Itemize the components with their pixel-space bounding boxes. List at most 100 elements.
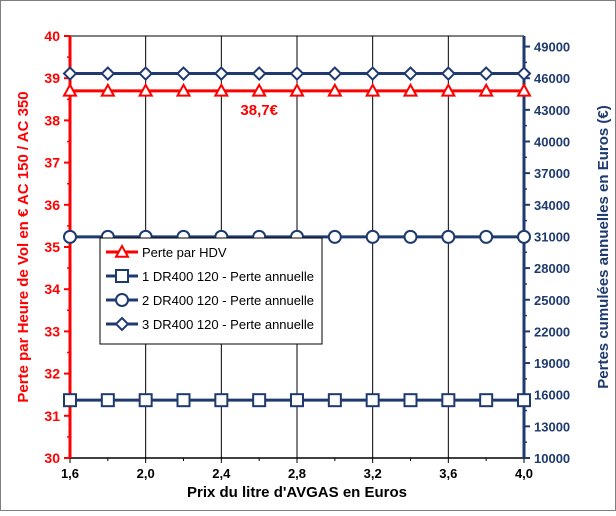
x-tick-label: 2,8 (288, 466, 306, 481)
left-y-tick-label: 30 (44, 450, 60, 466)
series-4 (62, 66, 532, 81)
series-1-point-9 (402, 82, 419, 97)
legend-entry-1: Perte par HDV (106, 243, 227, 260)
right-y-tick-label: 31000 (534, 229, 570, 244)
legend-label: 2 DR400 120 - Perte annuelle (142, 293, 314, 308)
series-2-point-7 (327, 393, 342, 408)
legend-label: 1 DR400 120 - Perte annuelle (142, 269, 314, 284)
series-1 (62, 82, 532, 97)
left-y-tick-label: 35 (44, 239, 60, 255)
x-tick-label: 3,6 (439, 466, 457, 481)
right-y-tick-label: 46000 (534, 71, 570, 86)
series-1-point-2 (137, 82, 154, 97)
series-2-point-1 (100, 393, 115, 408)
left-y-tick-label: 40 (44, 28, 60, 44)
series-4-point-1 (100, 66, 116, 81)
left-y-axis-label: Perte par Heure de Vol en € AC 150 / AC … (15, 91, 32, 402)
right-y-tick-label: 22000 (534, 324, 570, 339)
series-1-point-1 (100, 82, 116, 97)
series-4-point-4 (213, 66, 229, 81)
right-y-tick-label: 43000 (534, 103, 570, 118)
legend-marker (115, 293, 129, 307)
series-2-point-12 (517, 393, 531, 408)
labels-layer: 1,6 2,0 2,4 2,8 3,2 3,6 4,0 30 31 32 33 34 35 36 37 38 3… (15, 28, 612, 501)
series-4-point-11 (478, 66, 494, 81)
legend-entry-3: 2 DR400 120 - Perte annuelle (106, 293, 314, 308)
series-1-point-7 (327, 82, 343, 97)
x-tick-label: 1,6 (61, 466, 79, 481)
series-2-point-9 (403, 393, 418, 408)
legend-marker (114, 316, 130, 332)
series-2-point-2 (138, 393, 153, 408)
series-4-point-6 (289, 66, 305, 81)
series-4-point-8 (365, 66, 381, 81)
left-y-tick-label: 36 (44, 197, 60, 213)
right-y-tick-label: 19000 (534, 356, 570, 371)
annotation-label-0: 38,7€ (240, 102, 278, 119)
x-tick-label: 3,2 (364, 466, 382, 481)
series-1-point-11 (478, 82, 494, 97)
right-y-tick-label: 40000 (534, 135, 570, 150)
legend-label: 3 DR400 120 - Perte annuelle (142, 317, 314, 332)
x-tick-label: 2,4 (212, 466, 231, 481)
left-y-tick-label: 32 (44, 366, 60, 382)
x-tick-label: 4,0 (515, 466, 533, 481)
series-1-point-10 (440, 82, 457, 97)
series-4-point-7 (327, 66, 343, 81)
series-2 (63, 393, 531, 408)
series-3-point-10 (441, 229, 456, 244)
left-y-tick-label: 38 (44, 112, 60, 128)
right-y-axis-label: Pertes cumulées annuelles en Euros (€) (595, 105, 612, 388)
series-4-point-5 (251, 66, 267, 81)
series-2-point-0 (63, 393, 77, 408)
series-2-point-6 (290, 393, 304, 408)
legend-marker (114, 243, 130, 258)
series-2-point-10 (441, 393, 456, 408)
x-tick-label: 2,0 (137, 466, 155, 481)
legend-box (99, 237, 323, 345)
left-y-tick-label: 37 (44, 155, 60, 171)
series-2-point-4 (214, 393, 229, 408)
series-1-point-8 (364, 82, 381, 97)
series-4-point-3 (176, 66, 191, 81)
series-1-point-6 (289, 82, 305, 97)
series-4-point-10 (440, 66, 456, 81)
series-2-point-8 (365, 393, 380, 408)
series-1-point-12 (516, 82, 532, 97)
left-y-tick-label: 31 (44, 408, 60, 424)
x-axis-label: Prix du litre d'AVGAS en Euros (187, 484, 407, 501)
series-4-point-9 (403, 66, 418, 81)
right-y-tick-label: 25000 (534, 293, 570, 308)
legend-marker (115, 269, 129, 283)
legend-entry-4: 3 DR400 120 - Perte annuelle (106, 316, 314, 332)
right-y-tick-label: 16000 (534, 388, 570, 403)
left-y-tick-label: 39 (44, 70, 60, 86)
right-y-tick-label: 34000 (534, 198, 570, 213)
series-3-point-8 (365, 229, 380, 244)
series-3-point-11 (479, 229, 494, 244)
right-y-tick-label: 10000 (534, 451, 570, 466)
series-2-point-3 (176, 393, 191, 408)
series-3-point-9 (403, 229, 418, 244)
right-y-tick-label: 49000 (534, 40, 570, 55)
left-y-tick-label: 34 (44, 281, 60, 297)
series-1-point-4 (213, 82, 230, 97)
series-3-point-12 (517, 229, 531, 244)
series-3-point-7 (327, 229, 342, 244)
right-y-tick-label: 28000 (534, 261, 570, 276)
right-y-tick-label: 13000 (534, 419, 570, 434)
series-3-point-0 (63, 229, 77, 244)
axes-layer (64, 35, 530, 463)
series-4-point-12 (516, 66, 532, 81)
series-1-point-5 (251, 82, 267, 97)
legend-entry-2: 1 DR400 120 - Perte annuelle (106, 269, 314, 284)
series-4-point-2 (138, 66, 154, 81)
legend-label: Perte par HDV (142, 245, 227, 260)
left-y-tick-label: 33 (44, 323, 60, 339)
series-1-point-0 (62, 82, 78, 97)
legend: Perte par HDV 1 DR400 120 - Perte annuell… (99, 237, 323, 345)
right-y-tick-label: 37000 (534, 166, 570, 181)
series-2-point-11 (479, 393, 494, 408)
